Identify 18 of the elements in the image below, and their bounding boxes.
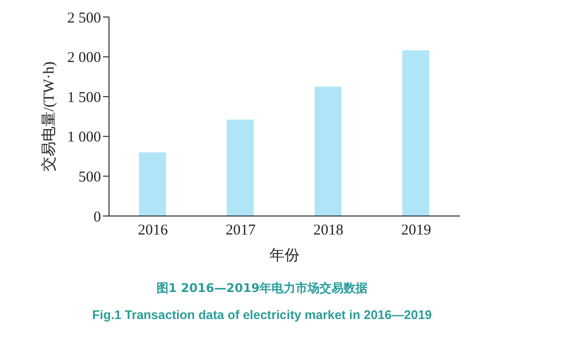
x-axis-title: 年份 [270,247,300,264]
y-tick-label: 0 [94,209,101,226]
text: Fig.1 Transaction data of electricity market in 2016—2019 [91,308,433,322]
y-axis-title: 交易电量/(TW·h) [40,62,58,172]
bar [139,152,166,216]
bar [314,86,342,216]
x-tick-label: 2019 [401,222,432,239]
bar [402,50,430,216]
bar [226,120,254,216]
y-tick-label: 2 000 [67,50,101,66]
text: 图1 2016—2019年电力市场交易数据 [155,280,369,297]
y-tick-label: 1 500 [67,90,101,106]
y-tick-label: 1 000 [67,130,101,146]
y-tick-label: 500 [78,170,101,186]
y-tick-label: 2 500 [67,10,101,26]
x-tick-label: 2016 [138,222,168,239]
x-tick-label: 2017 [226,222,256,239]
x-tick-label: 2018 [313,222,344,239]
